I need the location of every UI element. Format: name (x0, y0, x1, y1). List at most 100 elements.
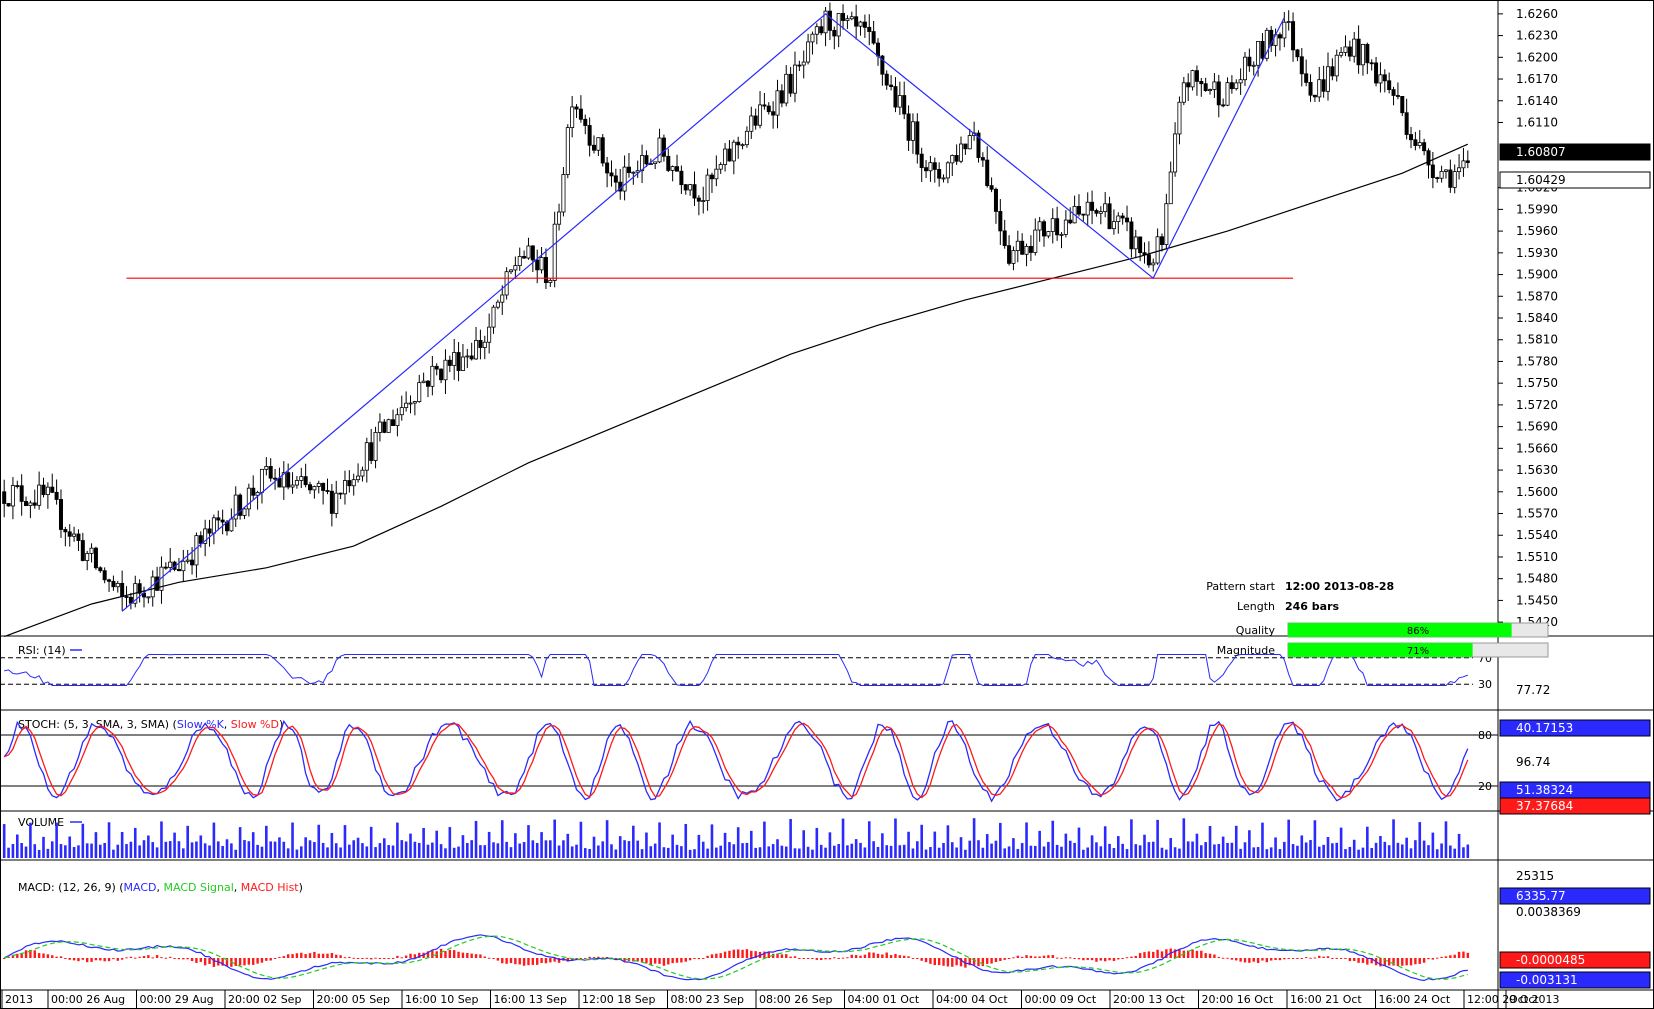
candle-body (574, 106, 579, 110)
candle-body (727, 148, 732, 162)
macd-hist-bar (1326, 956, 1330, 958)
candle-body (24, 501, 29, 506)
volume-bar (881, 833, 884, 858)
candle-body (622, 166, 627, 192)
macd-hist-bar (1016, 955, 1020, 958)
x-tick-label: 20:00 02 Sep (228, 993, 301, 1006)
volume-bar (369, 826, 373, 858)
macd-hist-bar (396, 955, 399, 958)
macd-hist-bar (418, 952, 421, 958)
macd-hist-bar (942, 958, 945, 966)
stoch-level-label: 80 (1478, 729, 1492, 742)
macd-hist-bar (824, 958, 827, 960)
volume-bar (1116, 836, 1120, 858)
macd-hist-bar (1191, 949, 1194, 958)
candle-body (1133, 236, 1138, 250)
candle-body (1269, 29, 1274, 46)
volume-bar (942, 842, 945, 858)
volume-bar (77, 845, 80, 858)
candle-body (408, 402, 413, 405)
candle-body (246, 487, 251, 510)
candle-body (1330, 66, 1335, 77)
price-tick-label: 1.5720 (1516, 398, 1558, 412)
macd-hist-bar (706, 955, 709, 958)
volume-bar (784, 846, 788, 858)
candle-body (679, 170, 684, 186)
macd-hist-bar (1283, 958, 1286, 960)
volume-bar (435, 830, 439, 858)
candle-body (264, 466, 269, 470)
macd-hist-bar (313, 951, 316, 958)
volume-bar (1322, 844, 1325, 858)
volume-bar (562, 840, 565, 858)
candle-body (1125, 217, 1130, 223)
volume-bar (846, 845, 849, 858)
candle-body (1120, 215, 1125, 219)
x-tick-label: 00:00 29 Aug (140, 993, 214, 1006)
macd-hist-bar (182, 958, 185, 960)
volume-bar (693, 849, 696, 858)
candle-body (312, 486, 317, 491)
macd-hist-bar (238, 958, 242, 966)
candle-body (1374, 62, 1379, 84)
macd-hist-bar (719, 953, 722, 958)
candle-body (382, 421, 387, 433)
macd-hist-bar (994, 958, 998, 963)
macd-hist-bar (72, 958, 76, 961)
volume-bar (304, 837, 307, 858)
macd-hist-bar (575, 958, 578, 959)
price-tick-label: 1.5750 (1516, 376, 1558, 390)
macd-hist-bar (1134, 955, 1137, 958)
candle-body (613, 175, 618, 183)
volume-bar (1370, 848, 1373, 858)
macd-hist-bar (1256, 958, 1260, 964)
volume-bar (313, 842, 316, 858)
macd-hist-bar (544, 958, 548, 964)
candle-body (1295, 49, 1300, 58)
x-tick-label: 12:00 18 Sep (582, 993, 655, 1006)
candle-body (924, 167, 929, 172)
volume-bar (448, 827, 452, 858)
candle-body (1334, 54, 1339, 77)
price-tick-label: 1.5870 (1516, 289, 1558, 303)
volume-bar (531, 840, 535, 858)
macd-hist-bar (1165, 949, 1168, 958)
macd-hist-bar (653, 958, 657, 964)
candle-body (1234, 82, 1239, 90)
candle-body (259, 468, 264, 493)
volume-bar (789, 819, 792, 858)
candle-body (229, 518, 234, 532)
volume-bar (1147, 842, 1151, 858)
macd-hist-bar (169, 956, 172, 958)
price-tick-label: 1.5630 (1516, 463, 1558, 477)
candle-body (1059, 233, 1064, 236)
candle-body (1264, 29, 1269, 59)
candle-body (233, 494, 238, 520)
volume-bar (216, 841, 220, 858)
volume-bar (540, 832, 543, 858)
candle-body (67, 531, 72, 537)
macd-hist-bar (1160, 951, 1164, 958)
volume-bar (151, 842, 155, 858)
volume-bar (1309, 840, 1312, 858)
macd-hist-bar (924, 958, 928, 963)
macd-hist-bar (872, 952, 875, 958)
macd-hist-bar (247, 958, 251, 965)
volume-bar (343, 825, 347, 858)
volume-bar (916, 841, 919, 858)
candle-body (959, 143, 964, 162)
candle-body (1457, 167, 1462, 172)
candle-body (334, 492, 339, 514)
candle-body (386, 419, 391, 433)
volume-bar (811, 849, 814, 858)
stoch-top-label: 96.74 (1516, 755, 1550, 769)
macd-hist-bar (819, 958, 823, 960)
volume-bar (745, 842, 749, 858)
macd-hist-bar (1239, 958, 1242, 962)
candle-body (1181, 82, 1186, 103)
macd-hist-bar (553, 958, 556, 962)
volume-bar (1335, 842, 1339, 858)
volume-bar (1383, 841, 1387, 858)
candle-body (736, 141, 741, 146)
volume-bar (1387, 845, 1391, 858)
